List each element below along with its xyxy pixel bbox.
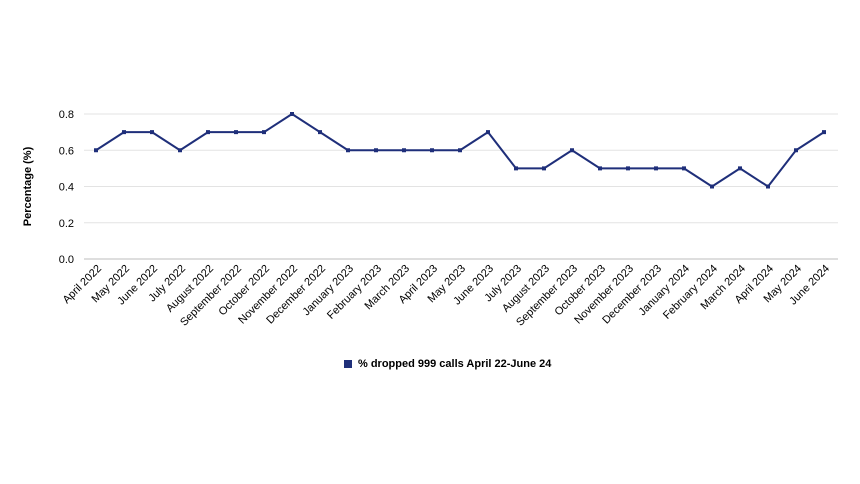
legend-label: % dropped 999 calls April 22-June 24 [358,358,552,370]
data-point [234,130,238,135]
data-point [346,148,350,153]
data-point [654,166,658,171]
y-tick-label: 0.4 [59,182,74,194]
data-point [598,166,602,171]
data-point [402,148,406,153]
y-tick-label: 0.0 [59,254,74,266]
data-point [262,130,266,135]
series-group [94,112,826,189]
data-point [682,166,686,171]
data-point [822,130,826,135]
y-axis-ticks: 0.0 0.2 0.4 0.6 0.8 [59,109,74,266]
y-axis-label: Percentage (%) [22,146,34,226]
data-point [374,148,378,153]
data-point [458,148,462,153]
data-point [206,130,210,135]
y-tick-label: 0.6 [59,145,74,157]
legend: % dropped 999 calls April 22-June 24 [344,358,551,370]
legend-swatch [344,360,352,368]
data-point [94,148,98,153]
data-point [570,148,574,153]
data-point [150,130,154,135]
data-point [290,112,294,116]
data-point [710,184,714,189]
data-point [738,166,742,171]
data-point [486,130,490,135]
y-tick-label: 0.2 [59,218,74,230]
data-point [626,166,630,171]
data-point [514,166,518,171]
data-point [766,184,770,189]
y-tick-label: 0.8 [59,109,74,121]
data-point [318,130,322,135]
data-point [794,148,798,153]
data-point [430,148,434,153]
gridlines [84,113,838,260]
data-point [178,148,182,153]
data-point [542,166,546,171]
data-point [122,130,126,135]
